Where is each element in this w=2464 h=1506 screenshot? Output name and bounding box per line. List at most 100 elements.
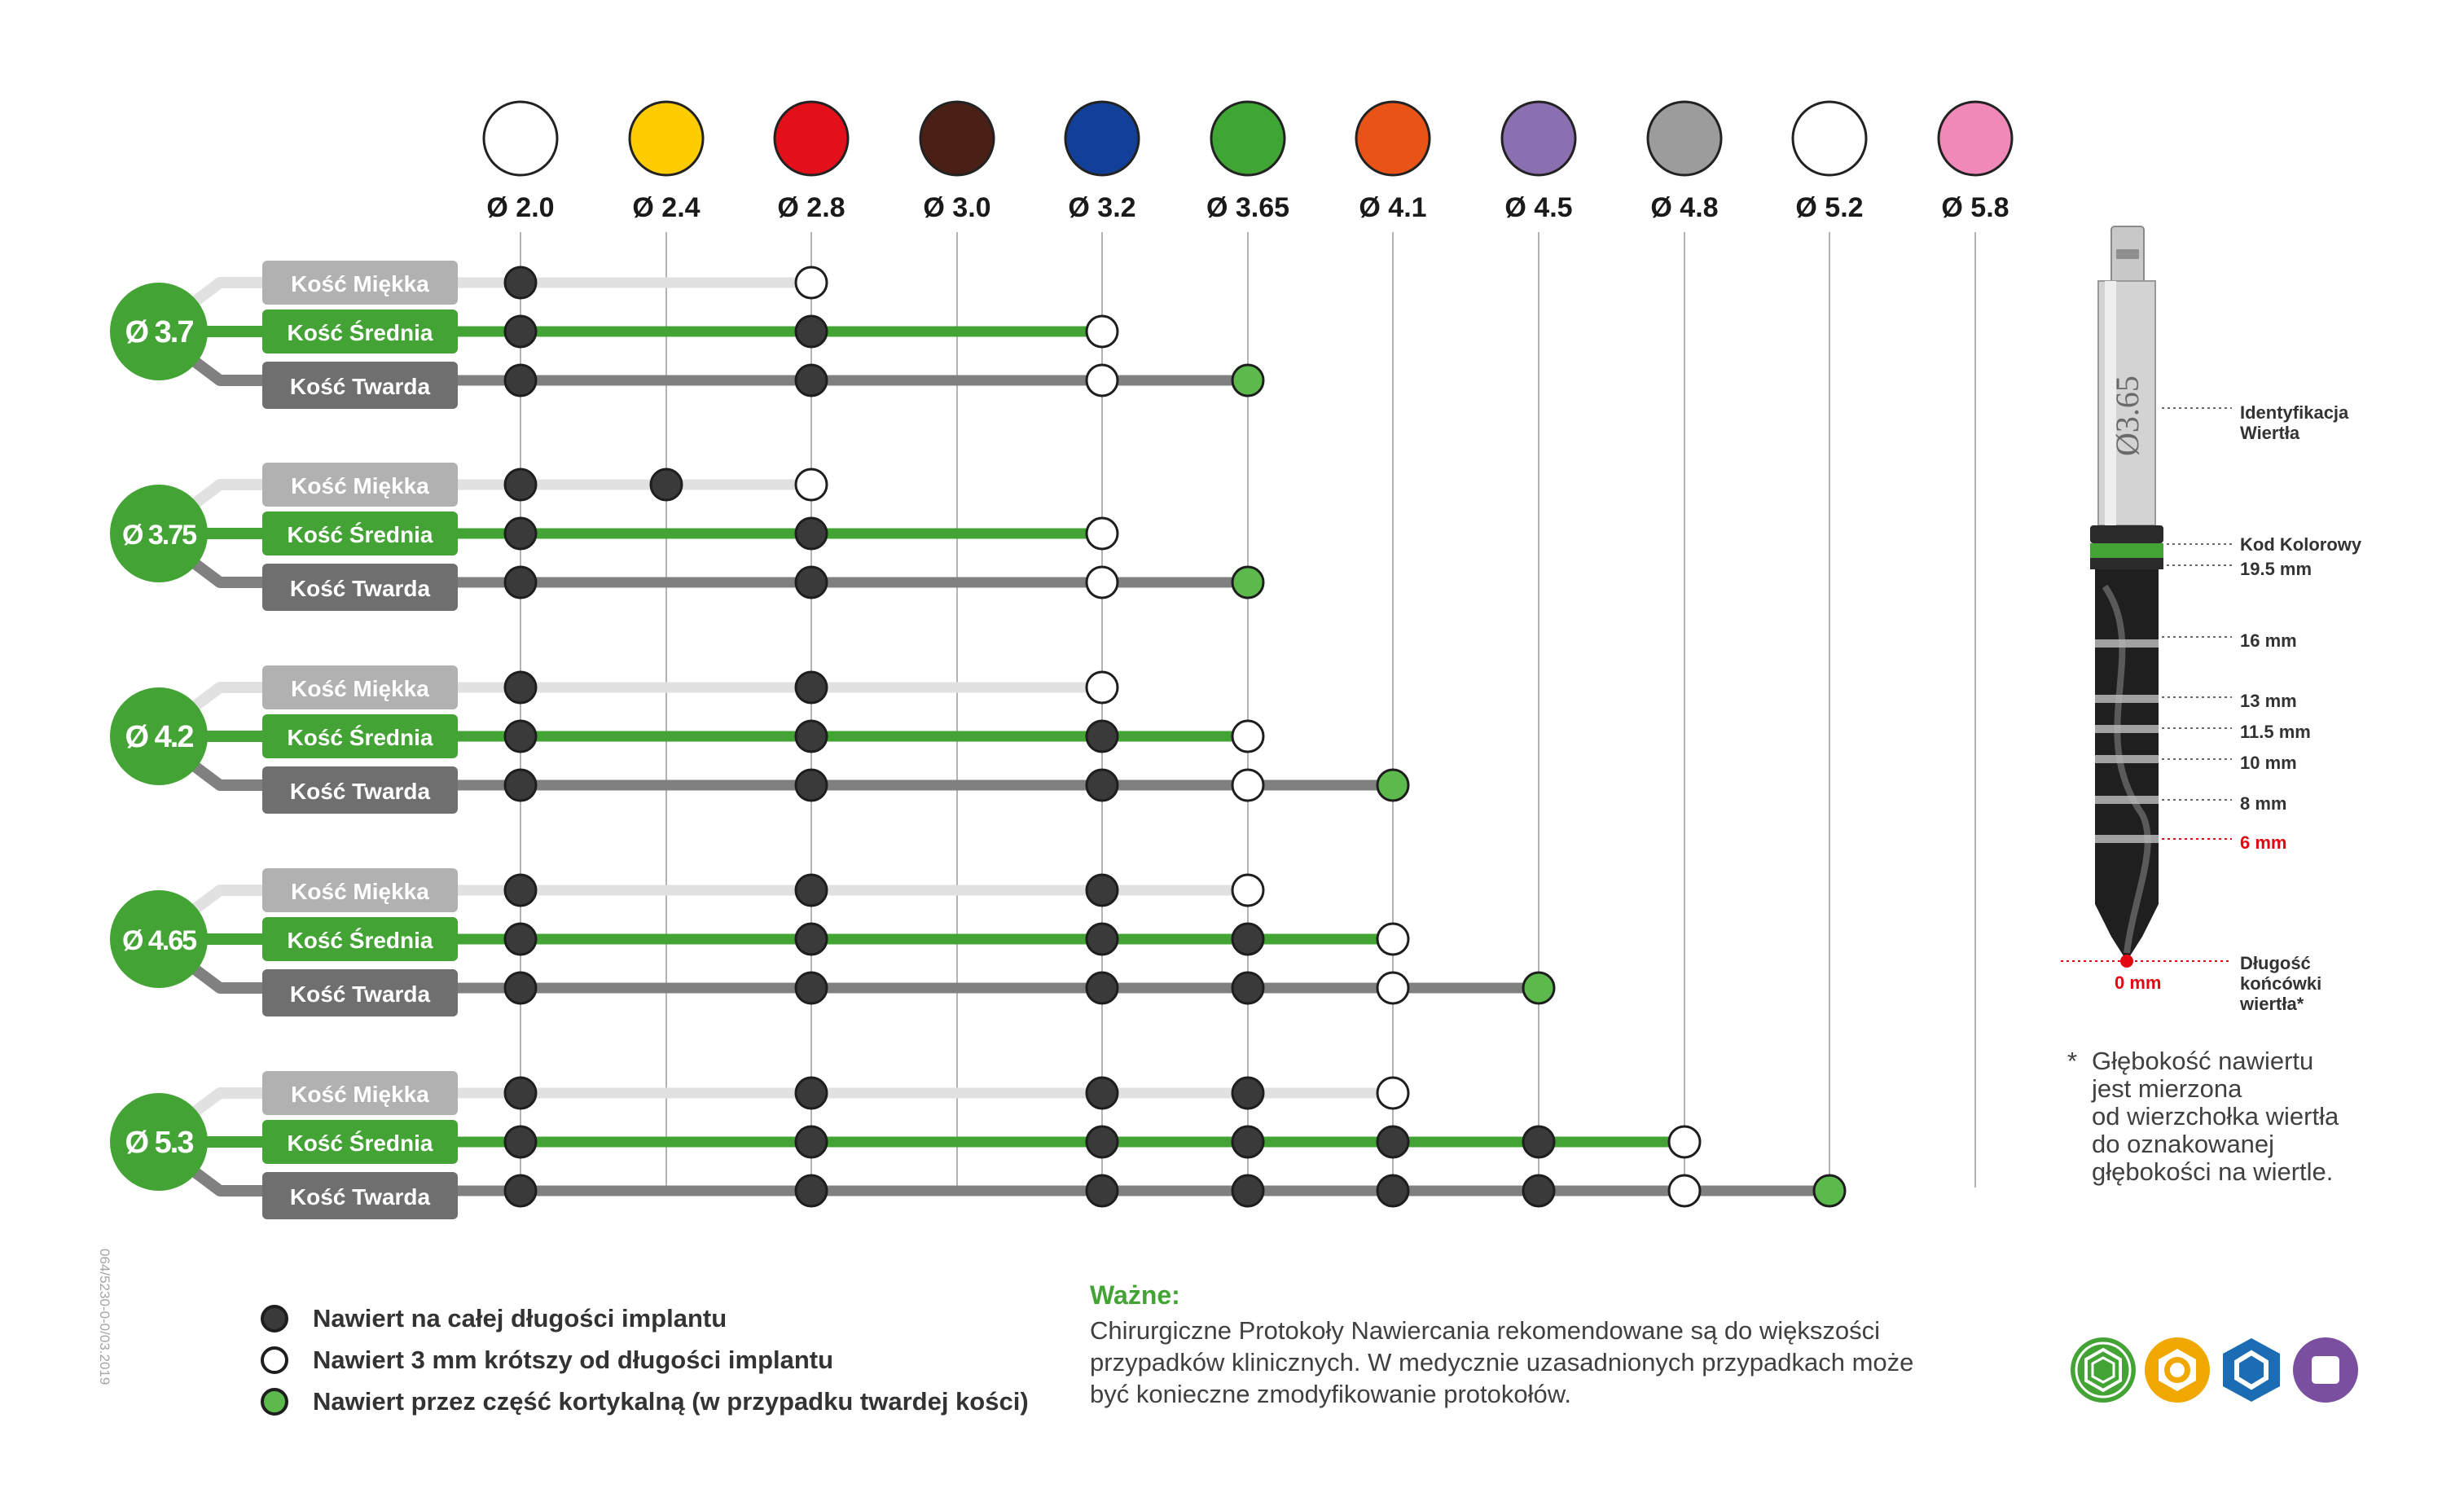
bone-type-label: Kość Średnia (288, 928, 433, 953)
document-code-text: 064/5230-0-0/03.2019 (97, 1249, 112, 1385)
drill-diameter-label: Ø 3.0 (923, 192, 990, 223)
bone-type-badge (262, 1120, 458, 1164)
cortical-marker-icon (261, 1388, 288, 1416)
drill-color-swatch (1210, 100, 1286, 177)
full-length-marker (794, 516, 828, 551)
shortened-marker (1231, 768, 1265, 802)
drill-color-swatch (773, 100, 850, 177)
full-length-marker (1085, 971, 1119, 1005)
drill-color-swatch (919, 100, 995, 177)
depth-label-13: 13 mm (2240, 691, 2297, 711)
full-length-marker (1231, 1125, 1265, 1159)
implant-diameter-label: Ø 4.65 (122, 925, 196, 956)
cortical-marker (1812, 1174, 1847, 1208)
depth-band (2095, 695, 2159, 703)
square-connection-icon (2293, 1337, 2358, 1403)
implant-group: Kość Miękka Kość Średnia Kość Twarda Ø 4.2 (110, 665, 1410, 814)
full-length-marker (503, 1174, 538, 1208)
depth-label-6: 6 mm (2240, 832, 2287, 853)
important-heading: Ważne: (1090, 1280, 1180, 1310)
full-length-marker (1231, 1174, 1265, 1208)
footnote-text: Głębokość nawiertu jest mierzona od wier… (2092, 1047, 2339, 1186)
full-length-marker (1376, 1125, 1410, 1159)
bone-type-badge (262, 512, 458, 555)
hexagon-external-icon (2223, 1338, 2280, 1402)
full-length-marker (794, 1125, 828, 1159)
full-length-marker (1085, 1076, 1119, 1110)
full-length-marker (1085, 719, 1119, 753)
bone-type-badge (262, 362, 458, 409)
depth-band (2095, 796, 2159, 804)
bone-type-badge (262, 564, 458, 611)
drill-collar-lower (2090, 558, 2163, 569)
implant-diameter-badge (110, 485, 208, 582)
depth-band (2095, 725, 2159, 733)
bone-type-badge (262, 1071, 458, 1115)
drill-diameter-label: Ø 2.4 (632, 192, 700, 223)
implant-diameter-badge (110, 1093, 208, 1191)
bone-type-badge (262, 463, 458, 507)
drill-header-row: Ø 2.0 Ø 2.4 Ø 2.8 Ø 3.0 Ø 3.2 Ø 3.65 Ø 4.1 Ø 4.… (482, 100, 2014, 223)
shortened-marker (794, 468, 828, 502)
full-length-marker (794, 873, 828, 907)
legend-item-short: Nawiert 3 mm krótszy od długości implant… (261, 1346, 833, 1375)
implant-diameter-label: Ø 4.2 (125, 720, 194, 754)
branch-connector (183, 553, 269, 588)
drill-engraving: Ø3.65 (2109, 375, 2146, 456)
full-length-marker (1085, 1174, 1119, 1208)
full-length-marker (503, 565, 538, 599)
full-length-marker (1231, 971, 1265, 1005)
full-length-marker (503, 873, 538, 907)
full-length-marker (503, 1076, 538, 1110)
bone-type-badge (262, 917, 458, 961)
implant-diameter-label: Ø 5.3 (125, 1126, 194, 1160)
implant-diameter-label: Ø 3.7 (125, 315, 194, 349)
drill-identification-label: Identyfikacja Wiertła (2240, 402, 2349, 443)
drill-color-ring (2090, 543, 2163, 558)
shortened-marker (1376, 971, 1410, 1005)
depth-label-8: 8 mm (2240, 793, 2287, 814)
implant-diameter-label: Ø 3.75 (122, 520, 196, 551)
drill-illustration: Ø3.65 (2061, 226, 2232, 968)
legend-label: Nawiert na całej długości implantu (313, 1304, 727, 1333)
full-length-marker (503, 314, 538, 349)
hexagon-internal-icon (2071, 1337, 2136, 1403)
depth-label-10: 10 mm (2240, 753, 2297, 773)
full-length-marker (1085, 1125, 1119, 1159)
bone-type-badge (262, 1172, 458, 1219)
branch-connector (183, 959, 269, 994)
drill-diameter-label: Ø 2.8 (777, 192, 845, 223)
bone-type-badge (262, 261, 458, 305)
legend-item-cortical: Nawiert przez część kortykalną (w przypa… (261, 1387, 1029, 1416)
shortened-marker (1667, 1174, 1702, 1208)
shortened-marker (794, 266, 828, 300)
drill-shank-highlight (2105, 281, 2116, 525)
bone-type-label: Kość Twarda (290, 576, 431, 601)
full-length-marker (503, 768, 538, 802)
full-length-marker (1522, 1125, 1556, 1159)
drill-diameter-label: Ø 4.5 (1504, 192, 1572, 223)
hexagon-conical-icon (2145, 1337, 2210, 1403)
full-length-marker (503, 922, 538, 956)
full-length-marker (794, 314, 828, 349)
bone-type-label: Kość Miękka (291, 676, 429, 701)
implant-protocols: Kość Miękka Kość Średnia Kość Twarda Ø 3.7 K… (110, 261, 1847, 1219)
full-length-marker (794, 1076, 828, 1110)
drill-diameter-label: Ø 3.2 (1068, 192, 1135, 223)
bone-type-label: Kość Średnia (288, 725, 433, 750)
full-length-marker (794, 719, 828, 753)
full-length-marker (794, 670, 828, 705)
legend-label: Nawiert przez część kortykalną (w przypa… (313, 1387, 1029, 1416)
footnote-star: * (2067, 1047, 2078, 1075)
depth-label-zero: 0 mm (2115, 973, 2162, 993)
full-length-marker (1376, 1174, 1410, 1208)
depth-band (2095, 835, 2159, 843)
cortical-marker (1376, 768, 1410, 802)
drill-tip-length-label: Długość końcówki wiertła* (2240, 953, 2322, 1014)
drill-color-swatch (1646, 100, 1723, 177)
branch-connector (183, 277, 269, 312)
branch-connector (183, 1087, 269, 1122)
full-length-marker (1231, 1076, 1265, 1110)
drill-body (2095, 569, 2159, 961)
